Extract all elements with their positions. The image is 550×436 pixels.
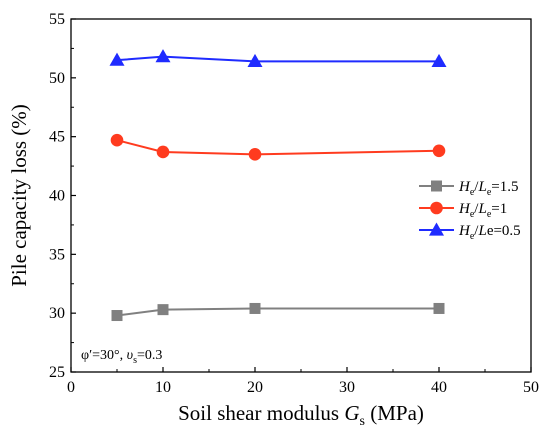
x-tick-label: 10 <box>155 379 171 396</box>
legend: He/Le=1.5 He/Le=1 He/Le=0.5 <box>419 179 521 242</box>
y-tick-label: 25 <box>49 364 65 381</box>
legend-marker <box>431 180 442 192</box>
legend-label: He/Le=0.5 <box>458 223 521 242</box>
data-point <box>110 133 124 147</box>
x-tick-label: 50 <box>523 379 539 396</box>
x-tick-label: 30 <box>339 379 355 396</box>
legend-label: He/Le=1.5 <box>458 179 518 198</box>
data-point <box>157 304 169 316</box>
data-point <box>249 302 261 314</box>
parameter-annotation: φ′=30°, υs=0.3 <box>81 348 162 366</box>
plot-frame <box>70 18 532 373</box>
data-point <box>248 148 262 161</box>
labels: Soil shear modulus Gs (MPa) Pile capacity… <box>7 104 424 429</box>
series-layer <box>109 49 447 322</box>
y-tick-label: 50 <box>49 70 65 87</box>
series-1 <box>111 302 445 322</box>
data-point <box>111 310 123 322</box>
y-tick-label: 40 <box>49 188 65 205</box>
series-line <box>116 55 439 63</box>
y-axis-title: Pile capacity loss (%) <box>7 104 31 287</box>
data-point <box>433 302 445 314</box>
y-tick-label: 30 <box>49 305 65 322</box>
x-tick-label: 20 <box>247 379 263 396</box>
data-point <box>432 144 446 158</box>
series-3 <box>109 49 447 67</box>
data-point <box>431 53 447 67</box>
legend-entry-2: He/Le=1 <box>419 201 507 220</box>
legend-label: He/Le=1 <box>458 201 507 220</box>
series-line <box>116 139 440 156</box>
y-tick-label: 55 <box>49 11 65 28</box>
x-tick-label: 0 <box>67 379 75 396</box>
y-tick-label: 35 <box>49 246 65 263</box>
data-point <box>156 145 170 159</box>
data-point <box>109 52 125 66</box>
x-axis-title: Soil shear modulus Gs (MPa) <box>178 401 424 429</box>
series-2 <box>110 133 446 161</box>
legend-marker <box>429 222 444 236</box>
legend-entry-1: He/Le=1.5 <box>419 179 518 198</box>
series-line <box>116 307 439 317</box>
legend-entry-3: He/Le=0.5 <box>419 222 521 242</box>
data-point <box>155 49 171 63</box>
data-point <box>247 53 263 67</box>
axes: 0 10 20 30 40 50 25 30 35 40 45 50 55 <box>49 11 539 396</box>
y-tick-label: 45 <box>49 129 65 146</box>
x-tick-label: 40 <box>431 379 447 396</box>
legend-marker <box>430 201 443 215</box>
